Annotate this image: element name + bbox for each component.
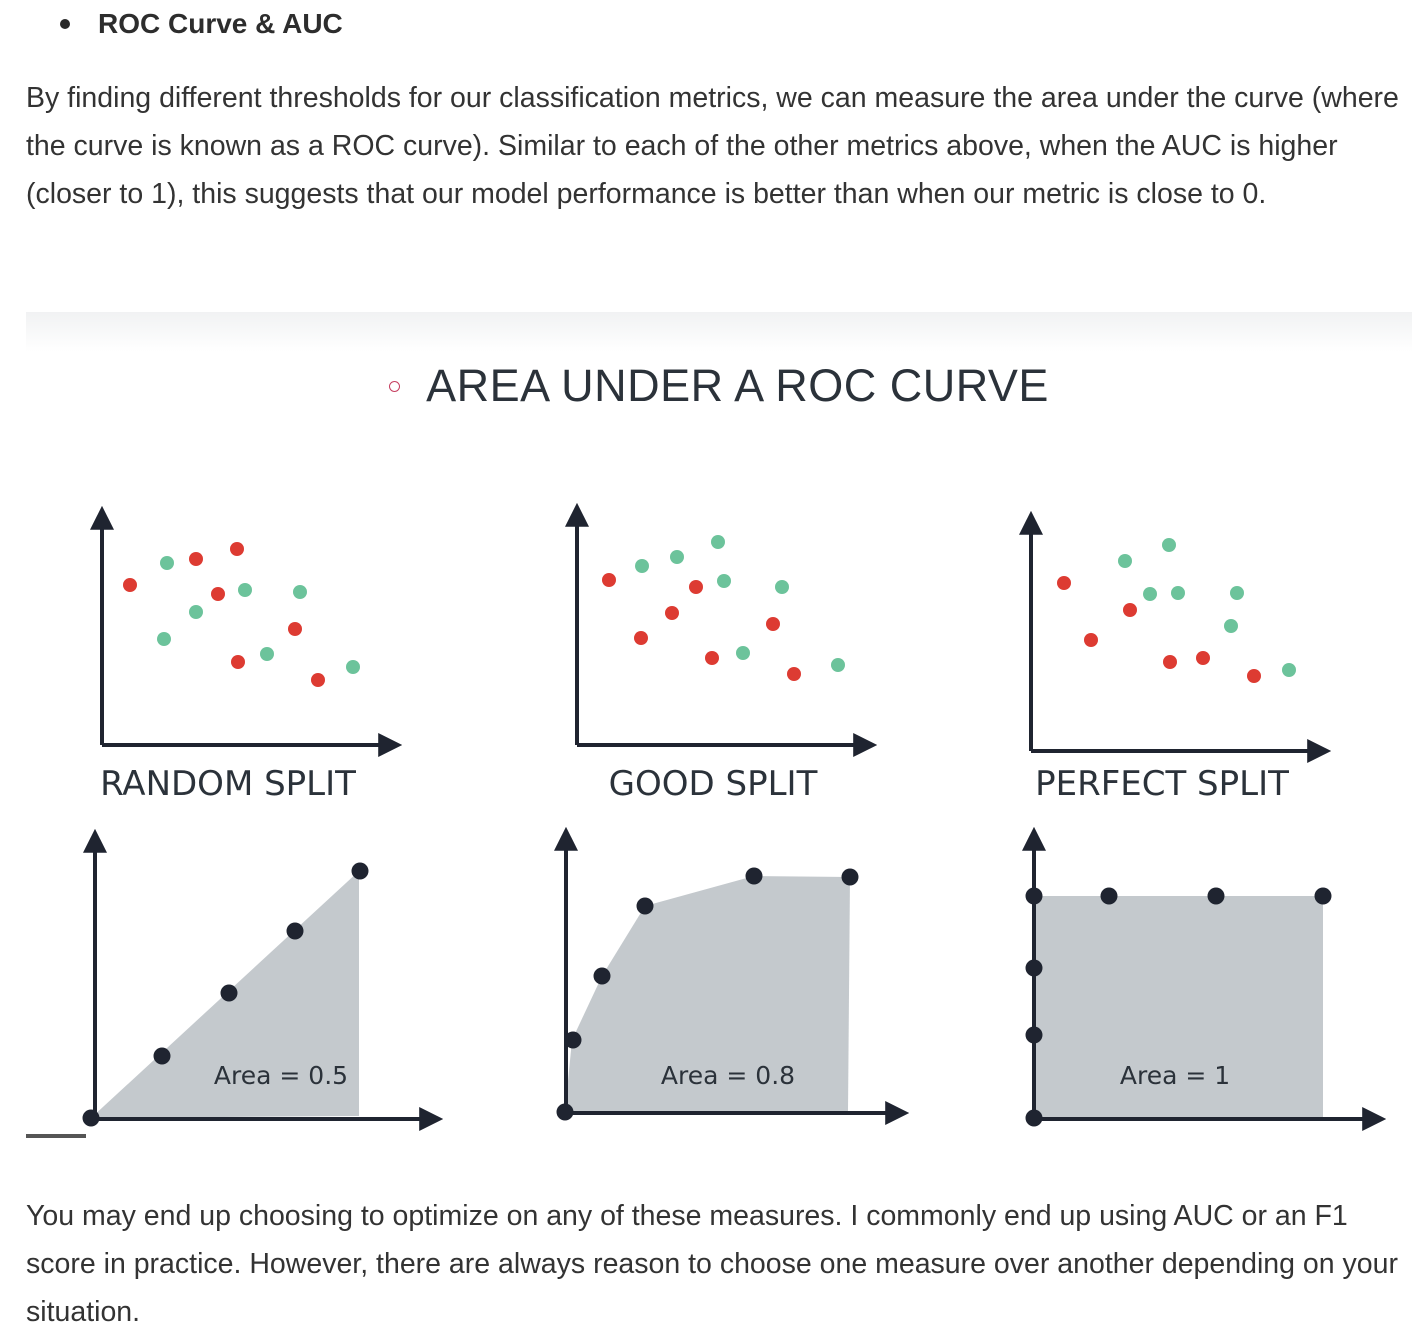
auc-figure: AREA UNDER A ROC CURVE	[26, 312, 1412, 1138]
list-item-roc-auc: ROC Curve & AUC	[60, 2, 343, 46]
figure-title-text: AREA UNDER A ROC CURVE	[426, 360, 1049, 411]
closing-paragraph: You may end up choosing to optimize on a…	[26, 1200, 1398, 1328]
circle-bullet-icon	[389, 380, 401, 392]
figure-title: AREA UNDER A ROC CURVE	[26, 360, 1412, 412]
divider-stub	[26, 1134, 86, 1138]
bullet-icon	[60, 19, 70, 29]
figure-top-shadow	[26, 312, 1412, 352]
intro-paragraph: By finding different thresholds for our …	[26, 82, 1399, 210]
list-item-title: ROC Curve & AUC	[98, 8, 343, 39]
